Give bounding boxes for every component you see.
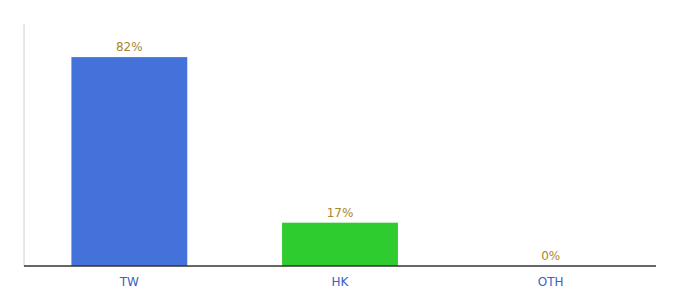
x-axis-line [24,265,656,267]
bar [282,223,398,266]
bar [71,57,187,266]
bars [71,57,398,266]
data-label: 82% [116,40,143,54]
chart-container: 82% 17% 0% TW HK OTH [0,0,680,300]
data-label: 17% [327,206,354,220]
y-axis-line [24,24,25,266]
chart: 82% 17% 0% TW HK OTH [0,0,680,300]
data-label: 0% [541,249,560,263]
x-tick-label: OTH [538,275,564,289]
x-tick-label: HK [332,275,350,289]
x-tick-label: TW [119,275,139,289]
